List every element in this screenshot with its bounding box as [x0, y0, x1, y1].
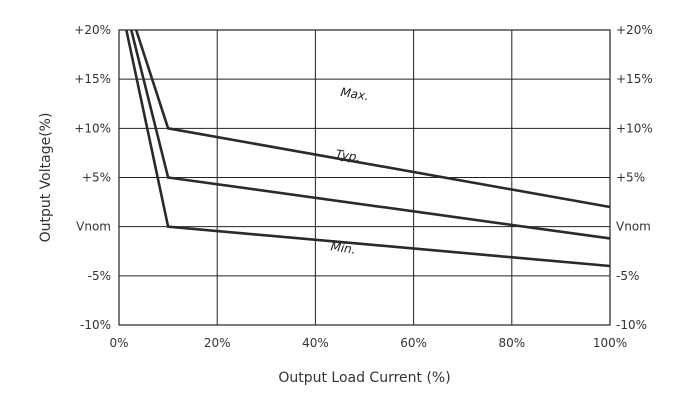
series-line-2: [130, 29, 611, 240]
y-tick-label-right: Vnom: [616, 220, 651, 234]
x-tick-label: 0%: [109, 336, 128, 350]
series-line-3: [125, 29, 611, 268]
y-tick-label-right: +10%: [616, 121, 653, 135]
series-label: Typ.: [335, 147, 362, 165]
series-label: Max.: [339, 85, 369, 103]
grid-lines: [118, 29, 611, 326]
x-tick-label: 40%: [302, 336, 329, 350]
y-tick-label-left: -10%: [80, 318, 111, 332]
y-axis-title: Output Voltage(%): [38, 113, 54, 243]
y-tick-label-right: +20%: [616, 23, 653, 37]
series-label: Min.: [330, 239, 357, 256]
x-tick-label: 20%: [204, 336, 231, 350]
y-tick-label-right: +15%: [616, 72, 653, 86]
y-tick-label-left: +5%: [82, 171, 111, 185]
y-tick-label-right: +5%: [616, 171, 645, 185]
plot-frame: [118, 29, 611, 326]
y-tick-label-left: +15%: [74, 72, 111, 86]
y-tick-label-right: -10%: [616, 318, 647, 332]
y-tick-label-left: -5%: [88, 269, 111, 283]
tick-labels: 0% 20% 40% 60% 80% 100% +20% +20% +15% +15% +10% +1…: [74, 23, 652, 350]
series-line-1: [134, 29, 611, 209]
x-tick-label: 80%: [498, 336, 525, 350]
y-tick-label-left: Vnom: [76, 220, 111, 234]
x-tick-label: 60%: [400, 336, 427, 350]
x-axis-title: Output Load Current (%): [278, 370, 450, 386]
y-tick-label-right: -5%: [616, 269, 639, 283]
y-tick-label-left: +20%: [74, 23, 111, 37]
y-tick-label-left: +10%: [74, 121, 111, 135]
series-lines: Max. Typ. Min.: [125, 29, 611, 268]
x-tick-label: 100%: [593, 336, 627, 350]
